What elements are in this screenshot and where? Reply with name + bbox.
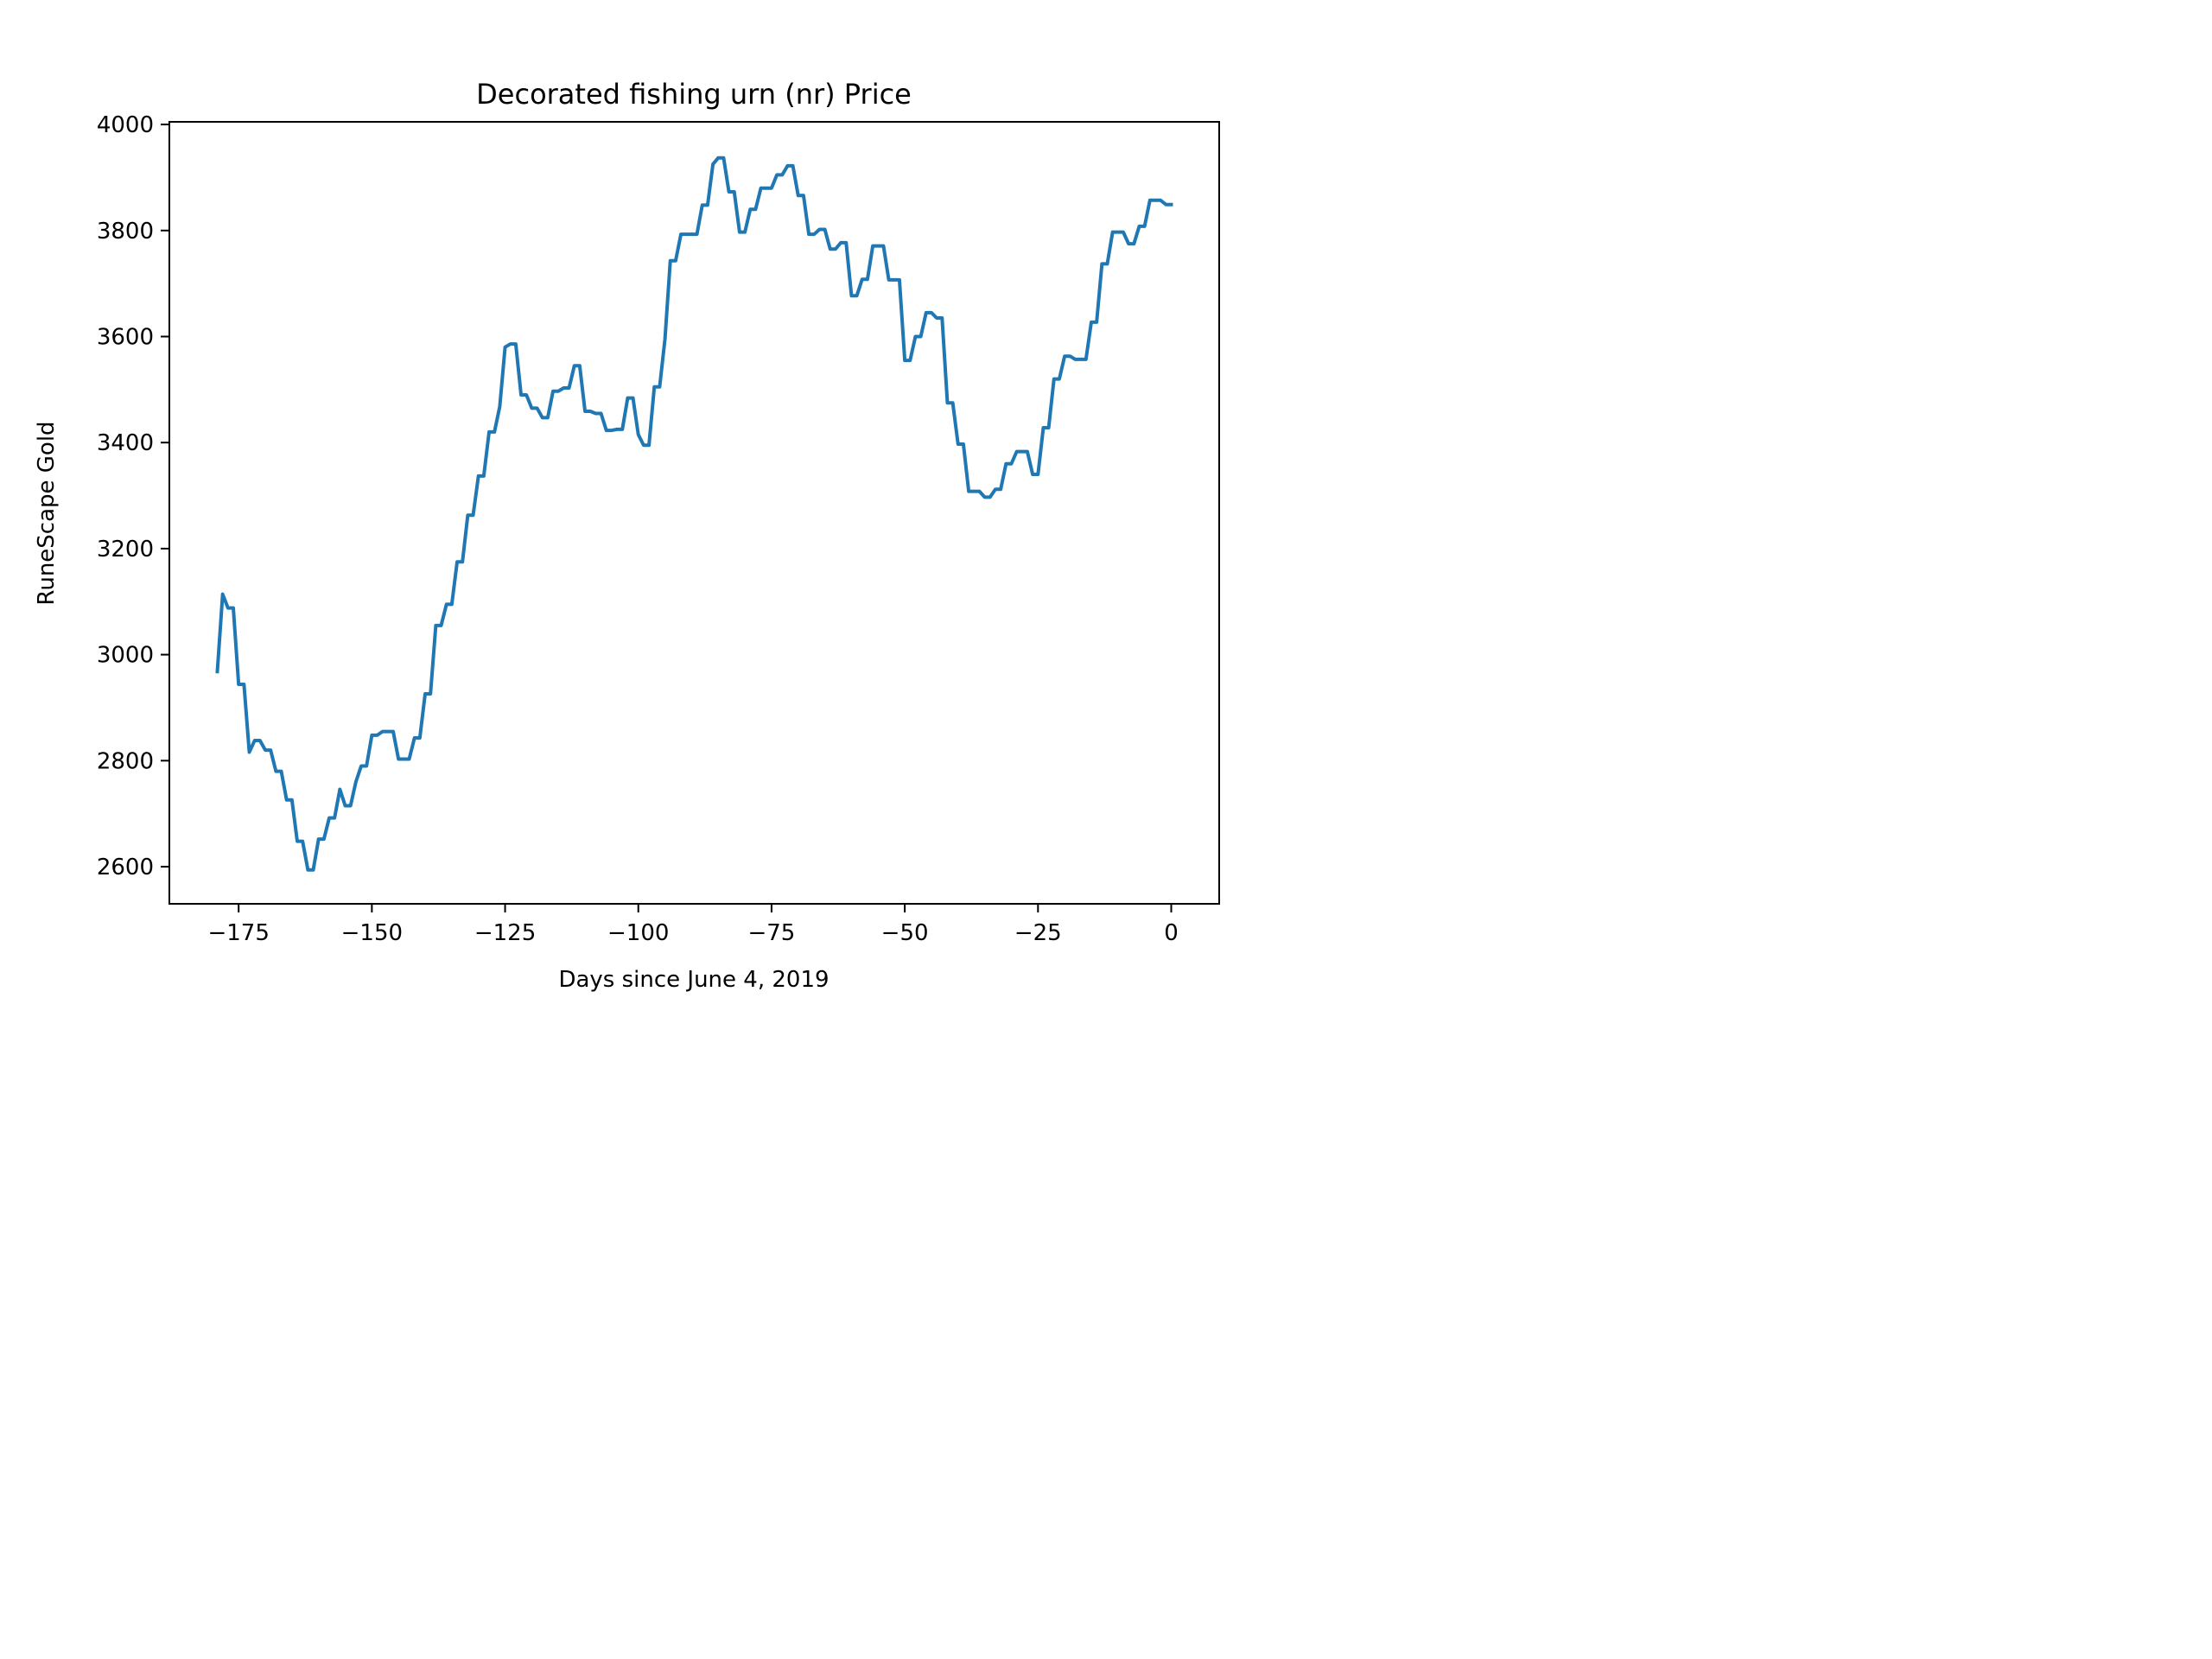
- x-tick-label: −75: [747, 920, 795, 946]
- y-tick-label: 4000: [97, 112, 154, 138]
- x-tick-label: −50: [881, 920, 929, 946]
- series-line-0: [215, 156, 1173, 872]
- x-axis-ticks: −175 −150 −125 −100 −75 −50 −25 0: [207, 904, 1179, 946]
- figure-background: [0, 0, 1336, 1002]
- y-axis-label: RuneScape Gold: [34, 421, 60, 605]
- y-tick-label: 3200: [97, 537, 154, 563]
- y-tick-label: 3400: [97, 430, 154, 456]
- x-tick-label: −125: [474, 920, 536, 946]
- chart-title: Decorated fishing urn (nr) Price: [476, 78, 912, 111]
- y-tick-label: 3800: [97, 219, 154, 245]
- x-tick-label: −25: [1014, 920, 1062, 946]
- price-line-chart: −175 −150 −125 −100 −75 −50 −25 0 2600 2800 3000 3…: [0, 0, 1336, 1002]
- x-tick-label: 0: [1164, 920, 1179, 946]
- x-tick-label: −175: [207, 920, 269, 946]
- x-axis-label: Days since June 4, 2019: [558, 967, 829, 993]
- y-tick-label: 3000: [97, 643, 154, 669]
- plot-area: [215, 156, 1173, 872]
- axes-frame: [168, 121, 1220, 905]
- x-tick-label: −100: [607, 920, 669, 946]
- x-tick-label: −150: [341, 920, 403, 946]
- y-tick-label: 2800: [97, 748, 154, 774]
- y-tick-label: 3600: [97, 324, 154, 350]
- y-axis-ticks: 2600 2800 3000 3200 3400 3600 3800 4000: [97, 112, 169, 880]
- y-tick-label: 2600: [97, 855, 154, 880]
